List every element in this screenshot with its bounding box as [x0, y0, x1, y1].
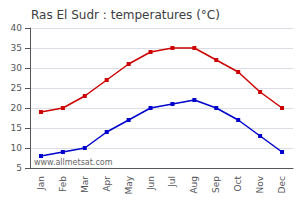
svg-text:Sep: Sep: [211, 176, 221, 193]
svg-text:35: 35: [11, 43, 22, 53]
svg-text:Aug: Aug: [189, 176, 199, 194]
svg-text:15: 15: [11, 123, 22, 133]
svg-text:Jun: Jun: [146, 176, 156, 191]
svg-text:25: 25: [11, 83, 22, 93]
svg-text:40: 40: [11, 23, 23, 33]
svg-text:Feb: Feb: [58, 176, 68, 192]
svg-text:Ras El Sudr : temperatures (°C: Ras El Sudr : temperatures (°C): [31, 8, 220, 22]
svg-text:Apr: Apr: [102, 176, 112, 192]
svg-text:Oct: Oct: [233, 176, 243, 192]
svg-text:www.allmetsat.com: www.allmetsat.com: [34, 158, 113, 167]
svg-text:5: 5: [16, 163, 22, 173]
svg-text:Jul: Jul: [167, 176, 177, 188]
svg-text:May: May: [124, 175, 134, 194]
svg-text:30: 30: [11, 63, 23, 73]
svg-text:Jan: Jan: [36, 176, 46, 191]
svg-text:Mar: Mar: [80, 176, 90, 193]
svg-text:20: 20: [11, 103, 23, 113]
svg-text:Nov: Nov: [255, 175, 265, 193]
svg-text:10: 10: [11, 143, 23, 153]
svg-text:Dec: Dec: [277, 176, 287, 193]
